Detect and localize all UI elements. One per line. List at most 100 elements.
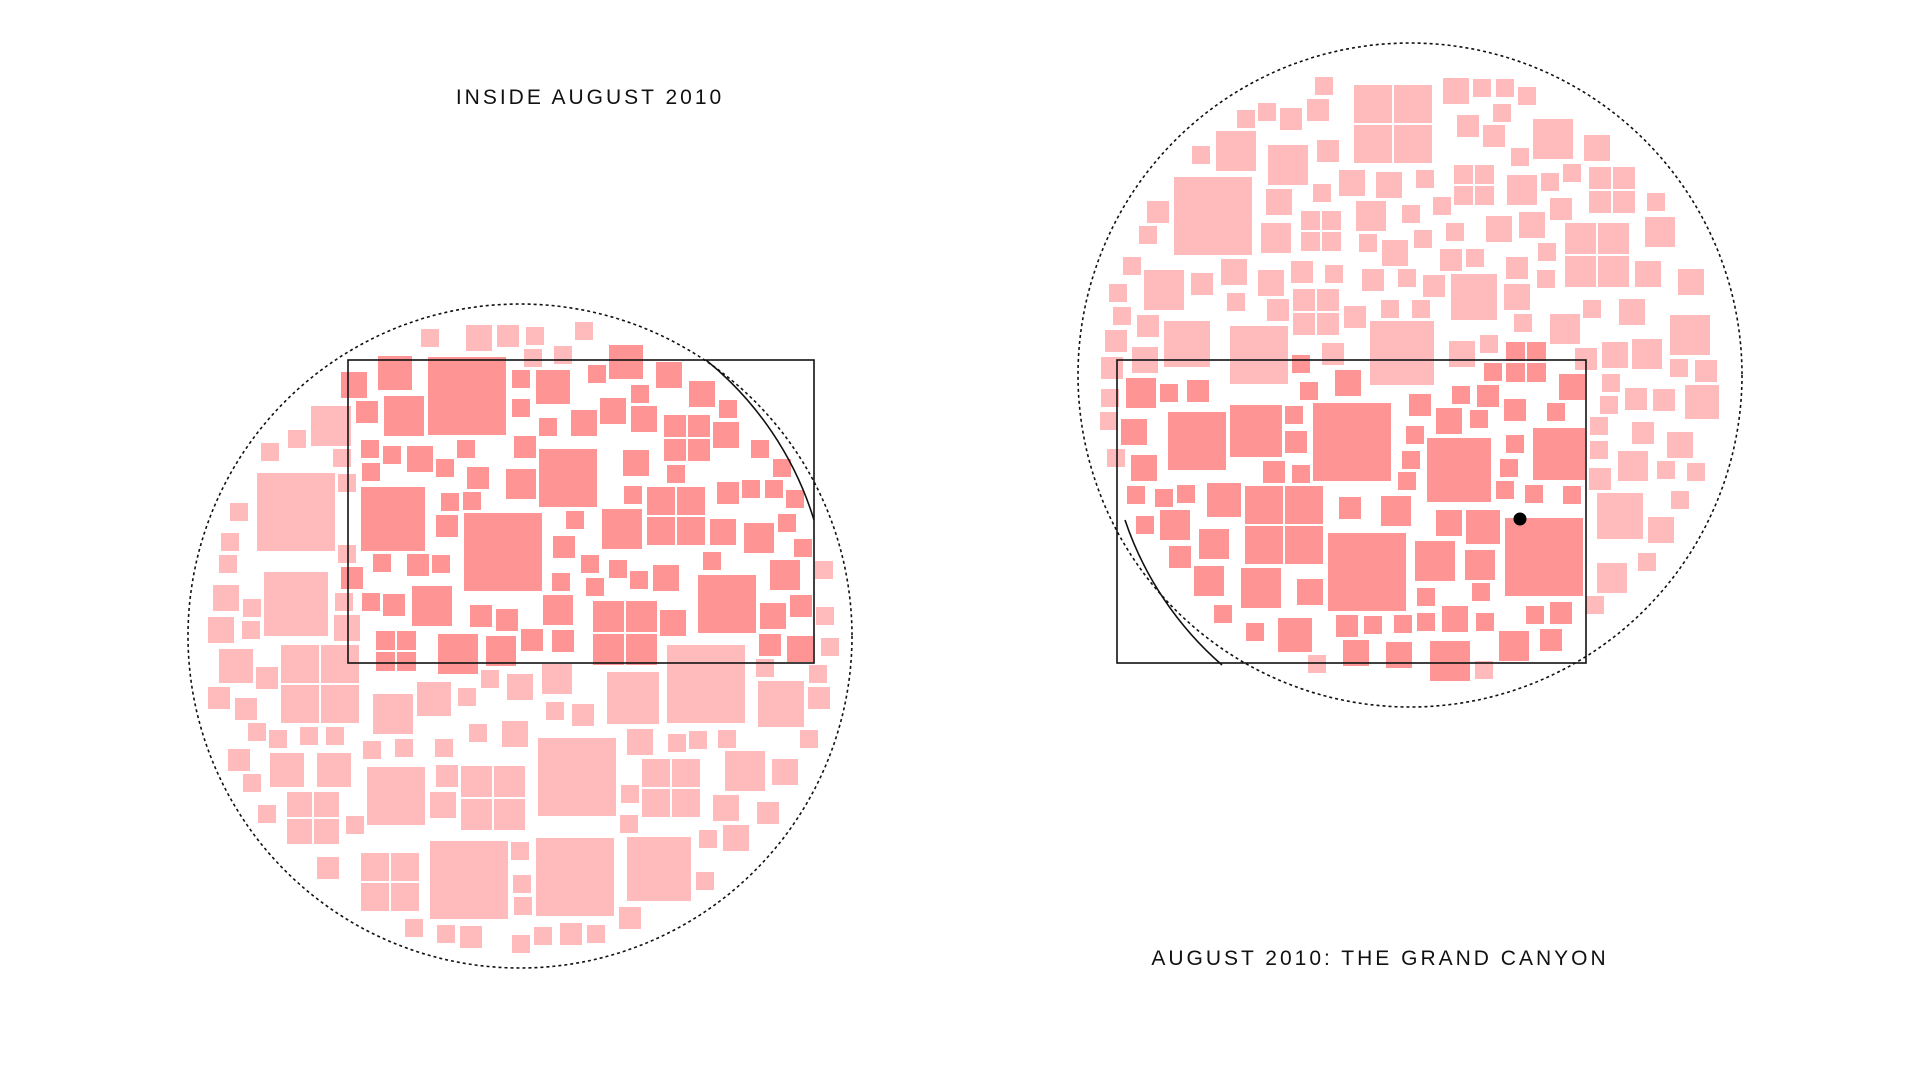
photo-tile-outside bbox=[808, 687, 830, 709]
photo-tile-outside bbox=[335, 593, 353, 611]
photo-tile-outside bbox=[1416, 170, 1434, 188]
photo-tile-outside bbox=[758, 681, 804, 727]
photo-tile-inside bbox=[1207, 483, 1241, 517]
photo-tile-outside bbox=[1440, 249, 1462, 271]
photo-tile-inside bbox=[698, 575, 756, 633]
photo-tile-outside bbox=[228, 749, 250, 771]
photo-tile-inside bbox=[362, 593, 380, 611]
photo-tile-inside bbox=[341, 372, 367, 398]
photo-tile-inside bbox=[512, 370, 530, 388]
photo-tile-outside bbox=[689, 731, 707, 749]
photo-tile-inside bbox=[1381, 496, 1411, 526]
photo-tile-outside bbox=[1632, 339, 1662, 369]
photo-tile-outside bbox=[1191, 273, 1213, 295]
photo-tile-outside bbox=[270, 753, 304, 787]
photo-tile-outside bbox=[1322, 343, 1344, 365]
photo-tile-outside bbox=[536, 838, 614, 916]
photo-tile-outside bbox=[699, 830, 717, 848]
photo-tile-inside bbox=[770, 560, 800, 590]
photo-tile-inside bbox=[432, 555, 450, 573]
photo-tile-outside bbox=[1221, 259, 1247, 285]
photo-tile-outside bbox=[512, 935, 530, 953]
photo-tile-outside bbox=[405, 919, 423, 937]
photo-tile-outside bbox=[1147, 201, 1169, 223]
photo-tile-inside bbox=[1328, 533, 1406, 611]
photo-tile-inside bbox=[1285, 406, 1303, 424]
photo-tile-outside bbox=[367, 767, 425, 825]
photo-tile-inside bbox=[1160, 510, 1190, 540]
photo-tile-inside bbox=[571, 410, 597, 436]
photo-tile-inside bbox=[765, 480, 783, 498]
photo-tile-inside bbox=[467, 467, 489, 489]
photo-tile-outside bbox=[1174, 177, 1252, 255]
photo-tile-inside bbox=[441, 493, 459, 511]
photo-tile-outside bbox=[1653, 389, 1675, 411]
photo-tile-inside bbox=[1506, 435, 1524, 453]
photo-tile-inside bbox=[1417, 588, 1435, 606]
photo-tile-inside bbox=[1402, 451, 1420, 469]
location-marker-dot bbox=[1513, 512, 1527, 526]
photo-tile-inside bbox=[786, 490, 804, 508]
photo-tile-outside bbox=[1414, 230, 1432, 248]
photo-tile-inside bbox=[407, 446, 433, 472]
photo-tile-inside bbox=[1442, 606, 1468, 632]
photo-tile-outside bbox=[1339, 170, 1365, 196]
left-panel bbox=[187, 303, 853, 969]
photo-tile-outside bbox=[713, 795, 739, 821]
photo-tile-outside bbox=[621, 785, 639, 803]
photo-tile-outside bbox=[620, 815, 638, 833]
photo-tile-outside bbox=[1446, 223, 1464, 241]
photo-tile-inside bbox=[1415, 541, 1455, 581]
photo-tile-inside bbox=[703, 552, 721, 570]
photo-tile-inside bbox=[586, 578, 604, 596]
photo-tile-inside bbox=[1131, 455, 1157, 481]
dotted-boundary-circle bbox=[187, 303, 853, 969]
photo-tile-outside bbox=[221, 533, 239, 551]
photo-tile-inside bbox=[373, 554, 391, 572]
photo-tile-outside bbox=[363, 741, 381, 759]
photo-tile-outside bbox=[575, 322, 593, 340]
photo-tile-outside bbox=[333, 449, 351, 467]
photo-tile-outside bbox=[1514, 314, 1532, 332]
photo-tile-outside bbox=[1123, 257, 1141, 275]
photo-tile-inside bbox=[1168, 412, 1226, 470]
photo-tile-outside bbox=[1678, 269, 1704, 295]
photo-tile-outside bbox=[311, 406, 351, 446]
photo-tile-outside bbox=[1619, 299, 1645, 325]
photo-tile-outside bbox=[1443, 78, 1469, 104]
photo-tile-outside bbox=[497, 325, 519, 347]
photo-tile-outside bbox=[1100, 412, 1118, 430]
photo-tile-outside bbox=[1670, 359, 1688, 377]
photo-tile-inside bbox=[581, 555, 599, 573]
photo-tile-outside bbox=[1550, 314, 1580, 344]
photo-tile-inside bbox=[759, 634, 781, 656]
photo-tile-outside bbox=[1687, 463, 1705, 481]
photo-tile-outside bbox=[1645, 217, 1675, 247]
photo-tile-inside bbox=[713, 422, 739, 448]
left-panel-title: INSIDE AUGUST 2010 bbox=[455, 86, 725, 109]
photo-tile-inside bbox=[1177, 485, 1195, 503]
photo-tile-outside bbox=[1563, 164, 1581, 182]
photo-tile-outside bbox=[258, 805, 276, 823]
photo-tile-inside bbox=[600, 398, 626, 424]
photo-tile-inside bbox=[1394, 615, 1412, 633]
photo-tile-outside bbox=[1139, 226, 1157, 244]
photo-tile-outside bbox=[1325, 265, 1343, 283]
photo-tile-outside bbox=[572, 704, 594, 726]
neighbor-circle-arc bbox=[705, 359, 815, 521]
photo-tile-outside bbox=[627, 729, 653, 755]
photo-tile-inside bbox=[1194, 566, 1224, 596]
photo-tile-inside bbox=[1313, 403, 1391, 481]
photo-tile-outside bbox=[435, 739, 453, 757]
photo-tile-outside bbox=[230, 503, 248, 521]
photo-tile-outside bbox=[1518, 87, 1536, 105]
photo-tile-inside bbox=[362, 463, 380, 481]
photo-tile-outside bbox=[1268, 145, 1308, 185]
photo-tile-outside bbox=[587, 925, 605, 943]
photo-tile-outside bbox=[219, 649, 253, 683]
photo-tile-inside bbox=[773, 459, 791, 477]
photo-tile-outside bbox=[1506, 257, 1528, 279]
photo-tile-outside bbox=[1291, 261, 1313, 283]
photo-tile-inside bbox=[744, 523, 774, 553]
